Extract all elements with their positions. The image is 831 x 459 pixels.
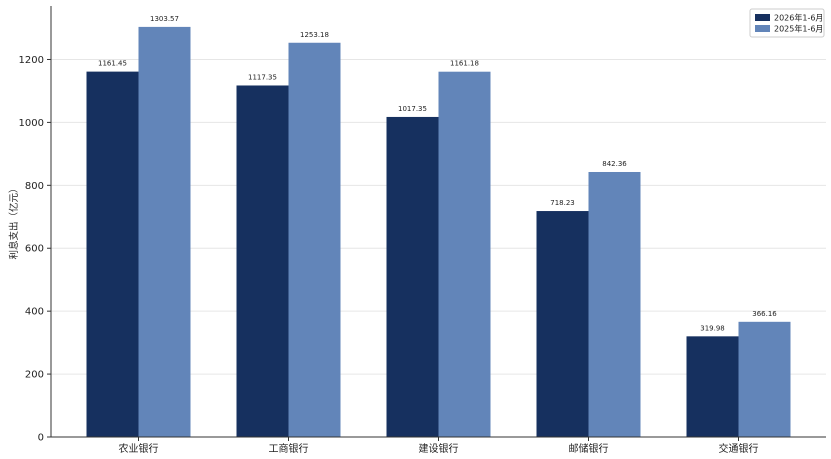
x-tick-label: 农业银行	[119, 442, 159, 455]
bar	[536, 211, 589, 437]
legend-swatch	[755, 14, 770, 21]
bar	[288, 42, 341, 437]
y-tick-label: 0	[38, 433, 44, 444]
data-label: 1117.35	[248, 73, 277, 81]
bar	[738, 321, 791, 437]
y-axis-title: 利息支出（亿元）	[8, 183, 20, 259]
y-tick-label: 200	[25, 370, 44, 381]
data-label: 1017.35	[398, 105, 427, 113]
bars	[86, 26, 791, 438]
data-label: 319.98	[700, 324, 725, 332]
x-tick-label: 建设银行	[419, 442, 459, 455]
x-tick-label: 工商银行	[269, 442, 309, 455]
legend-swatch	[755, 25, 770, 32]
y-tick-label: 1000	[19, 118, 44, 129]
data-label: 1253.18	[300, 31, 329, 39]
y-tick-label: 400	[25, 307, 44, 318]
data-label: 1303.57	[150, 15, 179, 23]
bar	[686, 336, 739, 437]
y-tick-label: 600	[25, 244, 44, 255]
legend-label: 2025年1-6月	[774, 24, 823, 34]
data-labels: 1161.45 1117.35 1017.35 718.23 319.98 1303.57…	[98, 15, 777, 332]
bar	[386, 116, 439, 437]
bar	[236, 85, 289, 437]
bar	[138, 26, 191, 438]
legend-label: 2026年1-6月	[774, 13, 823, 23]
data-label: 1161.45	[98, 60, 127, 68]
data-label: 366.16	[752, 310, 777, 318]
axes: 0 200 400 600 800 1000 1200 农业银行 工商银行 建设银行 邮储银行 交通银…	[19, 6, 826, 455]
x-tick-label: 交通银行	[719, 442, 759, 455]
data-label: 1161.18	[450, 60, 479, 68]
data-label: 842.36	[602, 160, 627, 168]
data-label: 718.23	[550, 199, 575, 207]
bar	[588, 171, 641, 438]
y-tick-label: 1200	[19, 55, 44, 66]
bar	[86, 71, 139, 437]
bar	[438, 71, 491, 438]
y-tick-label: 800	[25, 181, 44, 192]
x-tick-label: 邮储银行	[569, 442, 609, 455]
